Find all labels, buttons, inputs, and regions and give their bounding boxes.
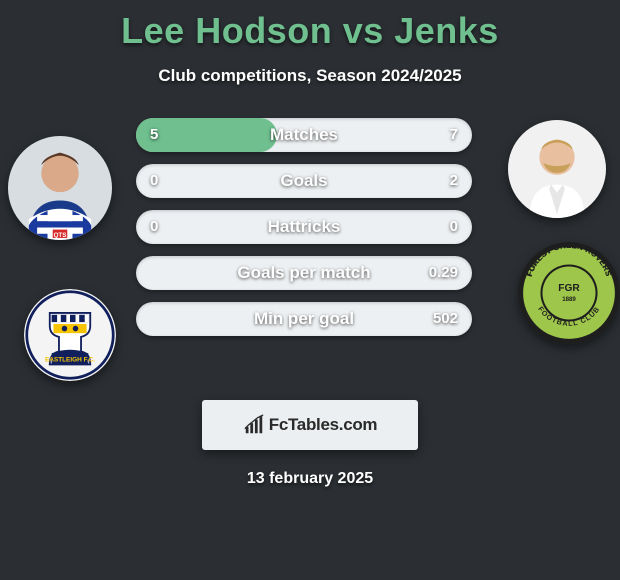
player-left-avatar: QTS (8, 136, 112, 240)
stat-bar: 5Matches7 (136, 118, 472, 152)
player-right-avatar (508, 120, 606, 218)
bar-chart-icon (243, 414, 265, 436)
page-subtitle: Club competitions, Season 2024/2025 (0, 66, 620, 86)
stat-bars: 5Matches70Goals20Hattricks0Goals per mat… (136, 118, 472, 348)
club-left-badge: EASTLEIGH F.C. (24, 289, 116, 381)
svg-text:QTS: QTS (54, 232, 67, 239)
club-right-badge: FGR 1889 FOREST GREEN ROVERS FOREST GREE… (518, 242, 620, 344)
stat-label: Matches (136, 118, 472, 152)
stat-bar: 0Hattricks0 (136, 210, 472, 244)
svg-text:1889: 1889 (562, 296, 576, 303)
stat-bar: Min per goal502 (136, 302, 472, 336)
stat-label: Goals per match (136, 256, 472, 290)
stat-label: Hattricks (136, 210, 472, 244)
stat-bar: Goals per match0.29 (136, 256, 472, 290)
stat-right-value: 2 (450, 164, 458, 198)
page-title: Lee Hodson vs Jenks (0, 0, 620, 52)
stat-right-value: 0.29 (429, 256, 458, 290)
stat-right-value: 7 (450, 118, 458, 152)
stat-right-value: 502 (433, 302, 458, 336)
svg-text:FGR: FGR (558, 283, 580, 294)
date-line: 13 february 2025 (0, 470, 620, 488)
fctables-text: FcTables.com (269, 415, 378, 435)
fctables-watermark: FcTables.com (202, 400, 418, 450)
svg-text:EASTLEIGH F.C.: EASTLEIGH F.C. (45, 357, 95, 364)
stat-right-value: 0 (450, 210, 458, 244)
stat-bar: 0Goals2 (136, 164, 472, 198)
stat-label: Goals (136, 164, 472, 198)
comparison-area: QTS EASTLEIGH F.C. (0, 114, 620, 374)
stat-label: Min per goal (136, 302, 472, 336)
